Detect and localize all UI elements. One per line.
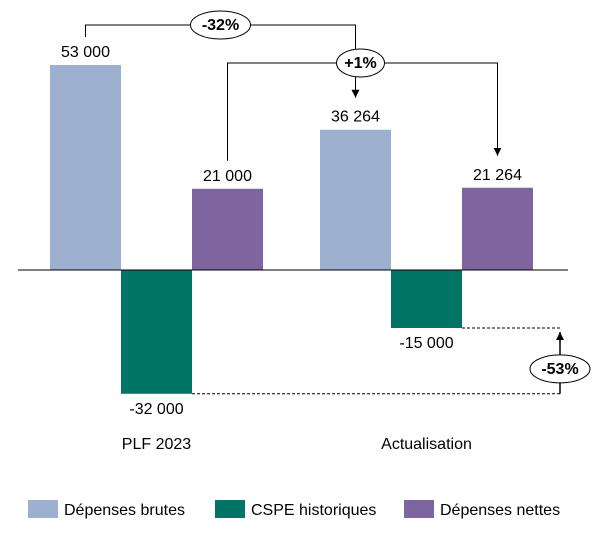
data-label-cspe-historiques-plf-2023: -32 000 (129, 401, 183, 418)
data-label-depenses-nettes-plf-2023: 21 000 (203, 168, 252, 185)
data-label-depenses-brutes-plf-2023: 53 000 (61, 44, 110, 61)
data-label-depenses-nettes-actualisation: 21 264 (473, 167, 522, 184)
bars-layer (50, 65, 533, 394)
category-labels-layer: PLF 2023 Actualisation (122, 436, 472, 453)
bar-cspe-historiques-plf-2023 (121, 270, 192, 394)
bar-depenses-brutes-actualisation (320, 129, 391, 270)
legend-label-cspe-historiques: CSPE historiques (251, 502, 376, 519)
bar-depenses-brutes-plf-2023 (50, 65, 121, 270)
annotation-nettes-label: +1% (344, 55, 376, 72)
legend-swatch-depenses-nettes (404, 500, 434, 518)
annotation-nettes-bubble (336, 48, 385, 78)
data-label-depenses-brutes-actualisation: 36 264 (331, 109, 380, 126)
data-label-cspe-historiques-actualisation: -15 000 (399, 335, 453, 352)
annotation-brutes-label: -32% (202, 17, 239, 34)
legend-label-depenses-nettes: Dépenses nettes (440, 502, 560, 519)
category-label-actualisation: Actualisation (381, 436, 472, 453)
annotation-cspe-bubble (529, 354, 591, 384)
legend: Dépenses brutes CSPE historiques Dépenses … (28, 500, 560, 519)
bar-depenses-nettes-plf-2023 (192, 188, 263, 270)
category-label-plf-2023: PLF 2023 (122, 436, 191, 453)
data-labels-layer: 53 000 36 264 -32 000 -15 000 21 000 21 264 (61, 44, 522, 418)
bar-cspe-historiques-actualisation (391, 270, 462, 329)
annotations-layer: -32% +1% -53% (85, 10, 591, 395)
legend-swatch-cspe-historiques (215, 500, 245, 518)
legend-swatch-depenses-brutes (28, 500, 58, 518)
legend-label-depenses-brutes: Dépenses brutes (64, 502, 185, 519)
annotation-brutes-bubble (190, 10, 251, 40)
annotation-cspe-label: -53% (541, 361, 578, 378)
bar-depenses-nettes-actualisation (462, 187, 533, 270)
